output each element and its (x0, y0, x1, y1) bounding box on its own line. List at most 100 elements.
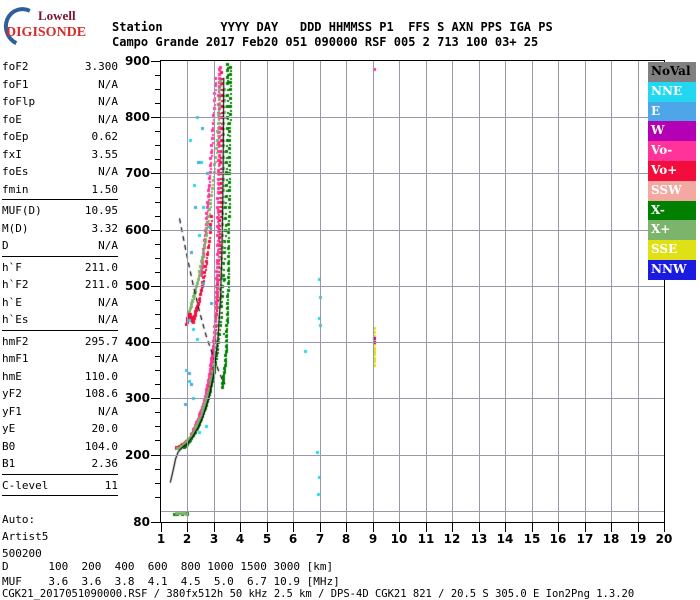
param-row-fmin: fmin 1.50 (2, 181, 118, 199)
param-value: 295.7 (84, 334, 118, 348)
gridline-horizontal (161, 230, 664, 231)
legend-item-ssw[interactable]: SSW (648, 180, 696, 201)
param-row-foe: foE N/A (2, 111, 118, 129)
gridline-vertical (187, 61, 188, 522)
auto-label: Auto: (2, 513, 36, 526)
ionogram-plot-area[interactable] (160, 60, 665, 523)
param-value: 211.0 (84, 278, 118, 291)
legend-item-nne[interactable]: NNE (648, 81, 696, 102)
ionospheric-parameters-panel: foF2 3.300 foF1 N/A foFlp N/A foE N/A foEp 0.62 fx… (2, 58, 118, 498)
param-row-fof2: foF2 3.300 (2, 58, 118, 76)
legend-item-voplus[interactable]: Vo+ (648, 160, 696, 181)
y-axis-minor-tick (155, 244, 160, 245)
y-axis-minor-tick (155, 328, 160, 329)
param-key: h`E (2, 295, 22, 309)
param-value: 211.0 (84, 260, 118, 274)
y-axis-label: 500 (124, 279, 150, 293)
param-key: C-level (2, 478, 49, 492)
y-axis-minor-tick (155, 89, 160, 90)
param-value: 110.0 (84, 369, 118, 383)
param-value: 3.300 (84, 60, 118, 73)
auto-program-code: 500200 (2, 547, 42, 560)
param-key: h`F2 (2, 278, 29, 291)
x-axis-tick (293, 523, 294, 532)
y-axis-label: 800 (124, 110, 150, 124)
x-axis-label: 19 (629, 532, 647, 546)
param-key: yF1 (2, 404, 22, 418)
gridline-vertical (293, 61, 294, 522)
gridline-horizontal (161, 286, 664, 287)
param-value: 10.95 (84, 204, 118, 217)
y-axis-minor-tick (155, 202, 160, 203)
x-axis-label: 15 (523, 532, 541, 546)
gridline-horizontal (161, 455, 664, 456)
y-axis-minor-tick (155, 356, 160, 357)
x-axis-label: 5 (262, 532, 272, 546)
param-row-fof1: foF1 N/A (2, 76, 118, 94)
param-key: foEs (2, 165, 29, 178)
y-axis-minor-tick (155, 187, 160, 188)
y-axis-minor-tick (155, 497, 160, 498)
param-key: B0 (2, 439, 16, 453)
param-value: 2.36 (91, 457, 119, 470)
gridline-horizontal (161, 342, 664, 343)
param-key: foF1 (2, 77, 29, 91)
legend-item-sse[interactable]: SSE (648, 240, 696, 260)
y-axis-tick (151, 342, 160, 343)
x-axis-label: 16 (549, 532, 567, 546)
x-axis-tick (611, 523, 612, 532)
y-axis-label: 400 (124, 335, 150, 349)
param-row-hmf1: hmF1 N/A (2, 350, 118, 368)
y-axis-minor-tick (155, 314, 160, 315)
legend-item-noval[interactable]: NoVal (648, 62, 696, 82)
gridline-vertical (214, 61, 215, 522)
param-key: fxI (2, 147, 22, 161)
y-axis-minor-tick (155, 145, 160, 146)
legend-item-vominus[interactable]: Vo- (648, 141, 696, 161)
y-axis-minor-tick (155, 412, 160, 413)
y-axis-tick (151, 455, 160, 456)
y-axis-label: 900 (124, 54, 150, 68)
param-group-divider (2, 473, 118, 475)
gridline-vertical (426, 61, 427, 522)
x-axis-label: 10 (390, 532, 408, 546)
legend-item-nnw[interactable]: NNW (648, 259, 696, 280)
y-axis-minor-tick (155, 103, 160, 104)
y-axis-minor-tick (155, 300, 160, 301)
y-axis-minor-tick (155, 469, 160, 470)
param-row-yf1: yF1 N/A (2, 403, 118, 421)
legend-item-xminus[interactable]: X- (648, 200, 696, 221)
gridline-vertical (240, 61, 241, 522)
legend-item-w[interactable]: W (648, 121, 696, 142)
param-key: foEp (2, 130, 29, 143)
param-row-hmf2: hmF2 295.7 (2, 333, 118, 351)
gridline-vertical (267, 61, 268, 522)
x-axis-tick (161, 523, 162, 532)
x-axis-label: 6 (288, 532, 298, 546)
x-axis-label: 7 (315, 532, 325, 546)
y-axis-minor-tick (155, 159, 160, 160)
muf-distance-table: D 100 200 400 600 800 1000 1500 3000 [km… (2, 559, 340, 589)
param-row-md: M(D) 3.32 (2, 220, 118, 238)
y-axis-label: 80 (133, 515, 150, 529)
param-value: N/A (98, 239, 118, 252)
y-axis-label: 300 (124, 391, 150, 405)
y-axis-minor-tick (155, 426, 160, 427)
gridline-vertical (638, 61, 639, 522)
param-value: N/A (98, 295, 118, 309)
y-axis-minor-tick (155, 216, 160, 217)
param-value: 11 (104, 478, 118, 492)
legend-item-e[interactable]: E (648, 101, 696, 122)
y-axis-minor-tick (155, 258, 160, 259)
header-labels-row: Station YYYY DAY DDD HHMMSS P1 FFS S AXN… (112, 20, 553, 34)
legend-item-xplus[interactable]: X+ (648, 220, 696, 241)
x-axis-tick (638, 523, 639, 532)
gridline-horizontal (161, 173, 664, 174)
param-row-fxi: fxI 3.55 (2, 146, 118, 164)
y-axis-tick (151, 398, 160, 399)
param-row-foes: foEs N/A (2, 163, 118, 181)
param-row-b0: B0 104.0 (2, 438, 118, 456)
x-axis-label: 4 (235, 532, 245, 546)
y-axis-tick (151, 230, 160, 231)
param-key: foFlp (2, 95, 36, 108)
